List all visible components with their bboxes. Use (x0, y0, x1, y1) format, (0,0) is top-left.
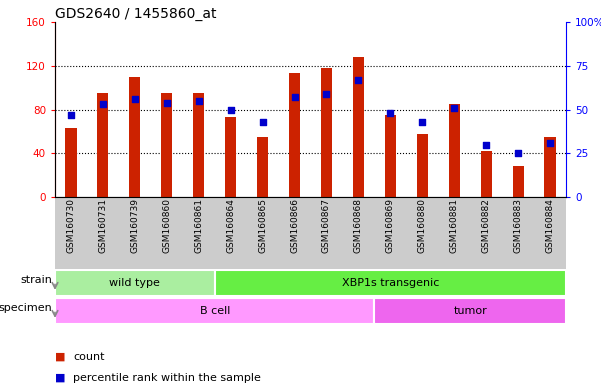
Text: ■: ■ (55, 373, 66, 383)
Bar (129, 77, 141, 197)
Point (481, 141, 491, 147)
Text: XBP1s transgenic: XBP1s transgenic (341, 278, 439, 288)
Point (130, 96, 139, 102)
Point (258, 119, 267, 125)
Point (98, 101, 108, 107)
Point (66, 112, 76, 118)
Text: strain: strain (20, 275, 52, 285)
Bar (161, 93, 172, 197)
Text: GSM160881: GSM160881 (450, 199, 459, 253)
Point (385, 110, 395, 116)
Text: tumor: tumor (453, 306, 487, 316)
Text: GSM160882: GSM160882 (481, 199, 490, 253)
Text: GSM160868: GSM160868 (354, 199, 363, 253)
Bar (385, 115, 396, 197)
Bar (55, 298, 374, 324)
Text: GSM160867: GSM160867 (322, 199, 331, 253)
Bar (513, 166, 523, 197)
Point (226, 106, 236, 113)
Text: GSM160883: GSM160883 (514, 199, 523, 253)
Point (513, 150, 523, 156)
Text: GSM160730: GSM160730 (67, 199, 76, 253)
Text: GSM160731: GSM160731 (99, 199, 108, 253)
Bar (353, 57, 364, 197)
Point (162, 99, 172, 106)
Point (545, 140, 555, 146)
Point (418, 119, 427, 125)
Text: GDS2640 / 1455860_at: GDS2640 / 1455860_at (55, 7, 216, 21)
Text: GSM160866: GSM160866 (290, 199, 299, 253)
Text: ■: ■ (55, 352, 66, 362)
Bar (97, 93, 109, 197)
Bar (55, 270, 215, 296)
Bar (448, 104, 460, 197)
Bar (289, 73, 300, 197)
Bar (193, 93, 204, 197)
Bar (416, 134, 428, 197)
Text: B cell: B cell (200, 306, 230, 316)
Text: GSM160864: GSM160864 (226, 199, 235, 253)
Point (450, 105, 459, 111)
Text: GSM160739: GSM160739 (130, 199, 139, 253)
Text: percentile rank within the sample: percentile rank within the sample (73, 373, 261, 383)
Text: GSM160860: GSM160860 (162, 199, 171, 253)
Bar (257, 137, 268, 197)
Bar (545, 137, 555, 197)
Point (322, 91, 331, 97)
Bar (215, 270, 566, 296)
Text: wild type: wild type (109, 278, 160, 288)
Point (353, 77, 363, 83)
Bar (481, 151, 492, 197)
Text: GSM160884: GSM160884 (546, 199, 555, 253)
Text: GSM160861: GSM160861 (194, 199, 203, 253)
Text: GSM160869: GSM160869 (386, 199, 395, 253)
Point (194, 98, 204, 104)
Bar (321, 68, 332, 197)
Bar (225, 117, 236, 197)
Point (290, 94, 299, 100)
Bar (66, 128, 76, 197)
Text: GSM160880: GSM160880 (418, 199, 427, 253)
Bar (374, 298, 566, 324)
Text: count: count (73, 352, 105, 362)
Text: GSM160865: GSM160865 (258, 199, 267, 253)
Text: specimen: specimen (0, 303, 52, 313)
